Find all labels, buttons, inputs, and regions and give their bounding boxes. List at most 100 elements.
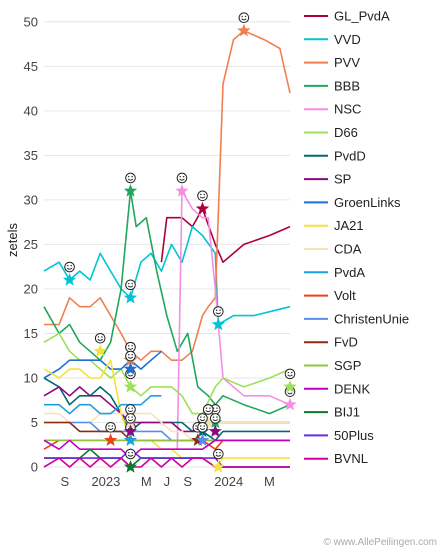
y-axis-label: zetels [5, 223, 20, 257]
legend-label: CDA [334, 242, 362, 257]
star-icon [195, 433, 210, 446]
legend-item: GL_PvdA [304, 9, 390, 24]
star-icon [123, 460, 138, 473]
election-result-marker [123, 279, 138, 304]
y-tick-label: 50 [24, 14, 38, 29]
legend-item: ChristenUnie [304, 311, 409, 326]
y-tick-label: 20 [24, 281, 38, 296]
y-tick-label: 45 [24, 59, 38, 74]
legend-label: SP [334, 172, 351, 187]
star-icon [237, 23, 251, 37]
series-line-bbb [43, 190, 291, 415]
legend-item: GroenLinks [304, 195, 401, 210]
smiley-icon [125, 341, 136, 353]
star-icon [208, 424, 222, 437]
smiley-icon [197, 190, 208, 202]
election-result-marker [237, 12, 251, 37]
legend-item: PvdD [304, 148, 366, 163]
election-result-marker [195, 190, 210, 215]
legend-item: NSC [304, 102, 361, 117]
series-line-pvv [44, 29, 291, 361]
y-tick-label: 10 [24, 370, 38, 385]
series-line-50plus [44, 448, 290, 468]
smiley-icon [284, 368, 296, 380]
smiley-icon [176, 172, 188, 184]
legend-item: SGP [304, 358, 361, 373]
series-line-pvda [44, 395, 162, 415]
smiley-icon [125, 448, 136, 460]
x-tick-label: S [183, 474, 192, 489]
series-line-nsc [176, 190, 291, 450]
x-tick-label: 2024 [214, 474, 243, 489]
election-result-marker [93, 332, 107, 357]
x-tick-label: M [141, 474, 152, 489]
star-icon [201, 415, 215, 429]
election-result-marker [104, 421, 118, 446]
election-result-marker [123, 413, 138, 437]
smiley-icon [197, 421, 208, 433]
series-line-d66 [43, 332, 291, 415]
legend-label: SGP [334, 358, 361, 373]
legend-label: GL_PvdA [334, 9, 390, 24]
legend-label: BVNL [334, 451, 368, 466]
star-icon [211, 317, 225, 331]
star-icon [211, 460, 225, 473]
star-icon [283, 379, 297, 393]
legend-label: JA21 [334, 218, 364, 233]
smiley-icon [213, 448, 224, 460]
legend-label: BBB [334, 78, 360, 93]
legend-item: SP [304, 172, 351, 187]
smiley-icon [202, 404, 214, 415]
star-icon [175, 184, 189, 197]
election-result-marker [283, 368, 297, 393]
smiley-icon [125, 350, 136, 362]
smiley-icon [197, 413, 208, 424]
legend-item: PvdA [304, 265, 365, 280]
legend-item: DENK [304, 381, 370, 396]
star-icon [123, 379, 138, 393]
series-line-sp [43, 386, 290, 433]
y-tick-label: 5 [31, 415, 38, 430]
legend-item: D66 [304, 125, 358, 140]
legend-label: BIJ1 [334, 405, 360, 420]
legend-label: FvD [334, 335, 358, 350]
legend-item: BBB [304, 78, 360, 93]
series-lines [43, 29, 291, 468]
legend-label: 50Plus [334, 428, 374, 443]
election-result-marker [123, 172, 138, 197]
election-result-marker [123, 448, 138, 473]
x-tick-label: J [164, 474, 171, 489]
star-icon [123, 290, 138, 304]
x-tick-label: S [61, 474, 70, 489]
grid [44, 21, 290, 468]
election-results [62, 12, 297, 473]
star-icon [123, 362, 138, 375]
star-icon [104, 433, 118, 446]
y-tick-label: 0 [31, 460, 38, 475]
credit-text: © www.AllePeilingen.com [323, 537, 437, 548]
series-line-denk [43, 439, 290, 459]
smiley-icon [209, 413, 221, 424]
star-icon [195, 201, 210, 215]
legend-label: NSC [334, 102, 361, 117]
legend-label: Volt [334, 288, 356, 303]
series-line-vvd [43, 225, 291, 326]
series-line-groenlinks [43, 350, 162, 379]
smiley-icon [94, 332, 106, 344]
legend-label: PvdD [334, 148, 366, 163]
x-tick-label: M [264, 474, 275, 489]
smiley-icon [125, 413, 136, 424]
star-icon [283, 397, 297, 411]
legend: GL_PvdA VVD PVV BBB NSC D66 PvdD SP GroenLinks JA… [304, 9, 409, 466]
legend-item: JA21 [304, 218, 364, 233]
x-tick-label: 2023 [91, 474, 120, 489]
smiley-icon [64, 261, 75, 273]
star-icon [123, 424, 138, 437]
election-result-marker [123, 368, 138, 393]
legend-item: CDA [304, 242, 362, 257]
smiley-icon [125, 279, 136, 291]
election-result-marker [201, 404, 215, 429]
legend-label: VVD [334, 32, 361, 47]
election-result-marker [211, 306, 225, 331]
smiley-icon [213, 306, 224, 317]
